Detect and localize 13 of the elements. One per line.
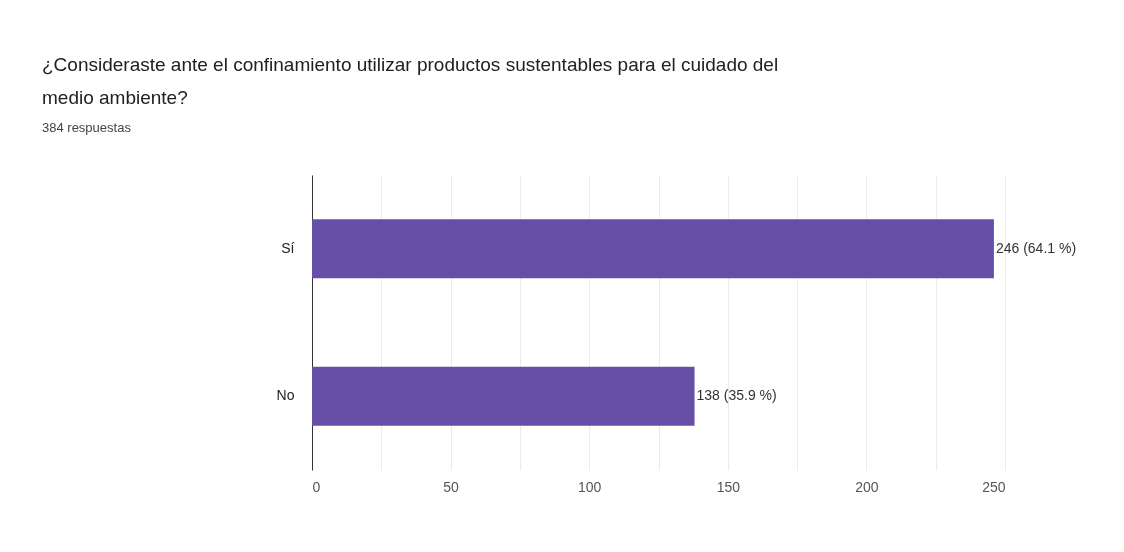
x-tick-label: 50 bbox=[443, 478, 460, 495]
text: ¿Consideraste ante el confinamiento utilizar productos sustentables para el cuidado del bbox=[42, 54, 779, 75]
y-tick-label: Sí bbox=[281, 239, 295, 256]
x-tick-label: 100 bbox=[578, 478, 602, 495]
x-tick-label: 150 bbox=[716, 478, 741, 495]
text: 384 respuestas bbox=[42, 120, 132, 135]
x-tick-label: 250 bbox=[982, 478, 1006, 495]
x-tick-label: 200 bbox=[855, 478, 879, 495]
data-label: 246 (64.1 %) bbox=[995, 239, 1077, 256]
data-label: 138 (35.9 %) bbox=[696, 387, 777, 404]
y-tick-label: No bbox=[276, 387, 295, 404]
x-tick-label: 0 bbox=[312, 478, 321, 495]
text: medio ambiente? bbox=[42, 87, 188, 108]
